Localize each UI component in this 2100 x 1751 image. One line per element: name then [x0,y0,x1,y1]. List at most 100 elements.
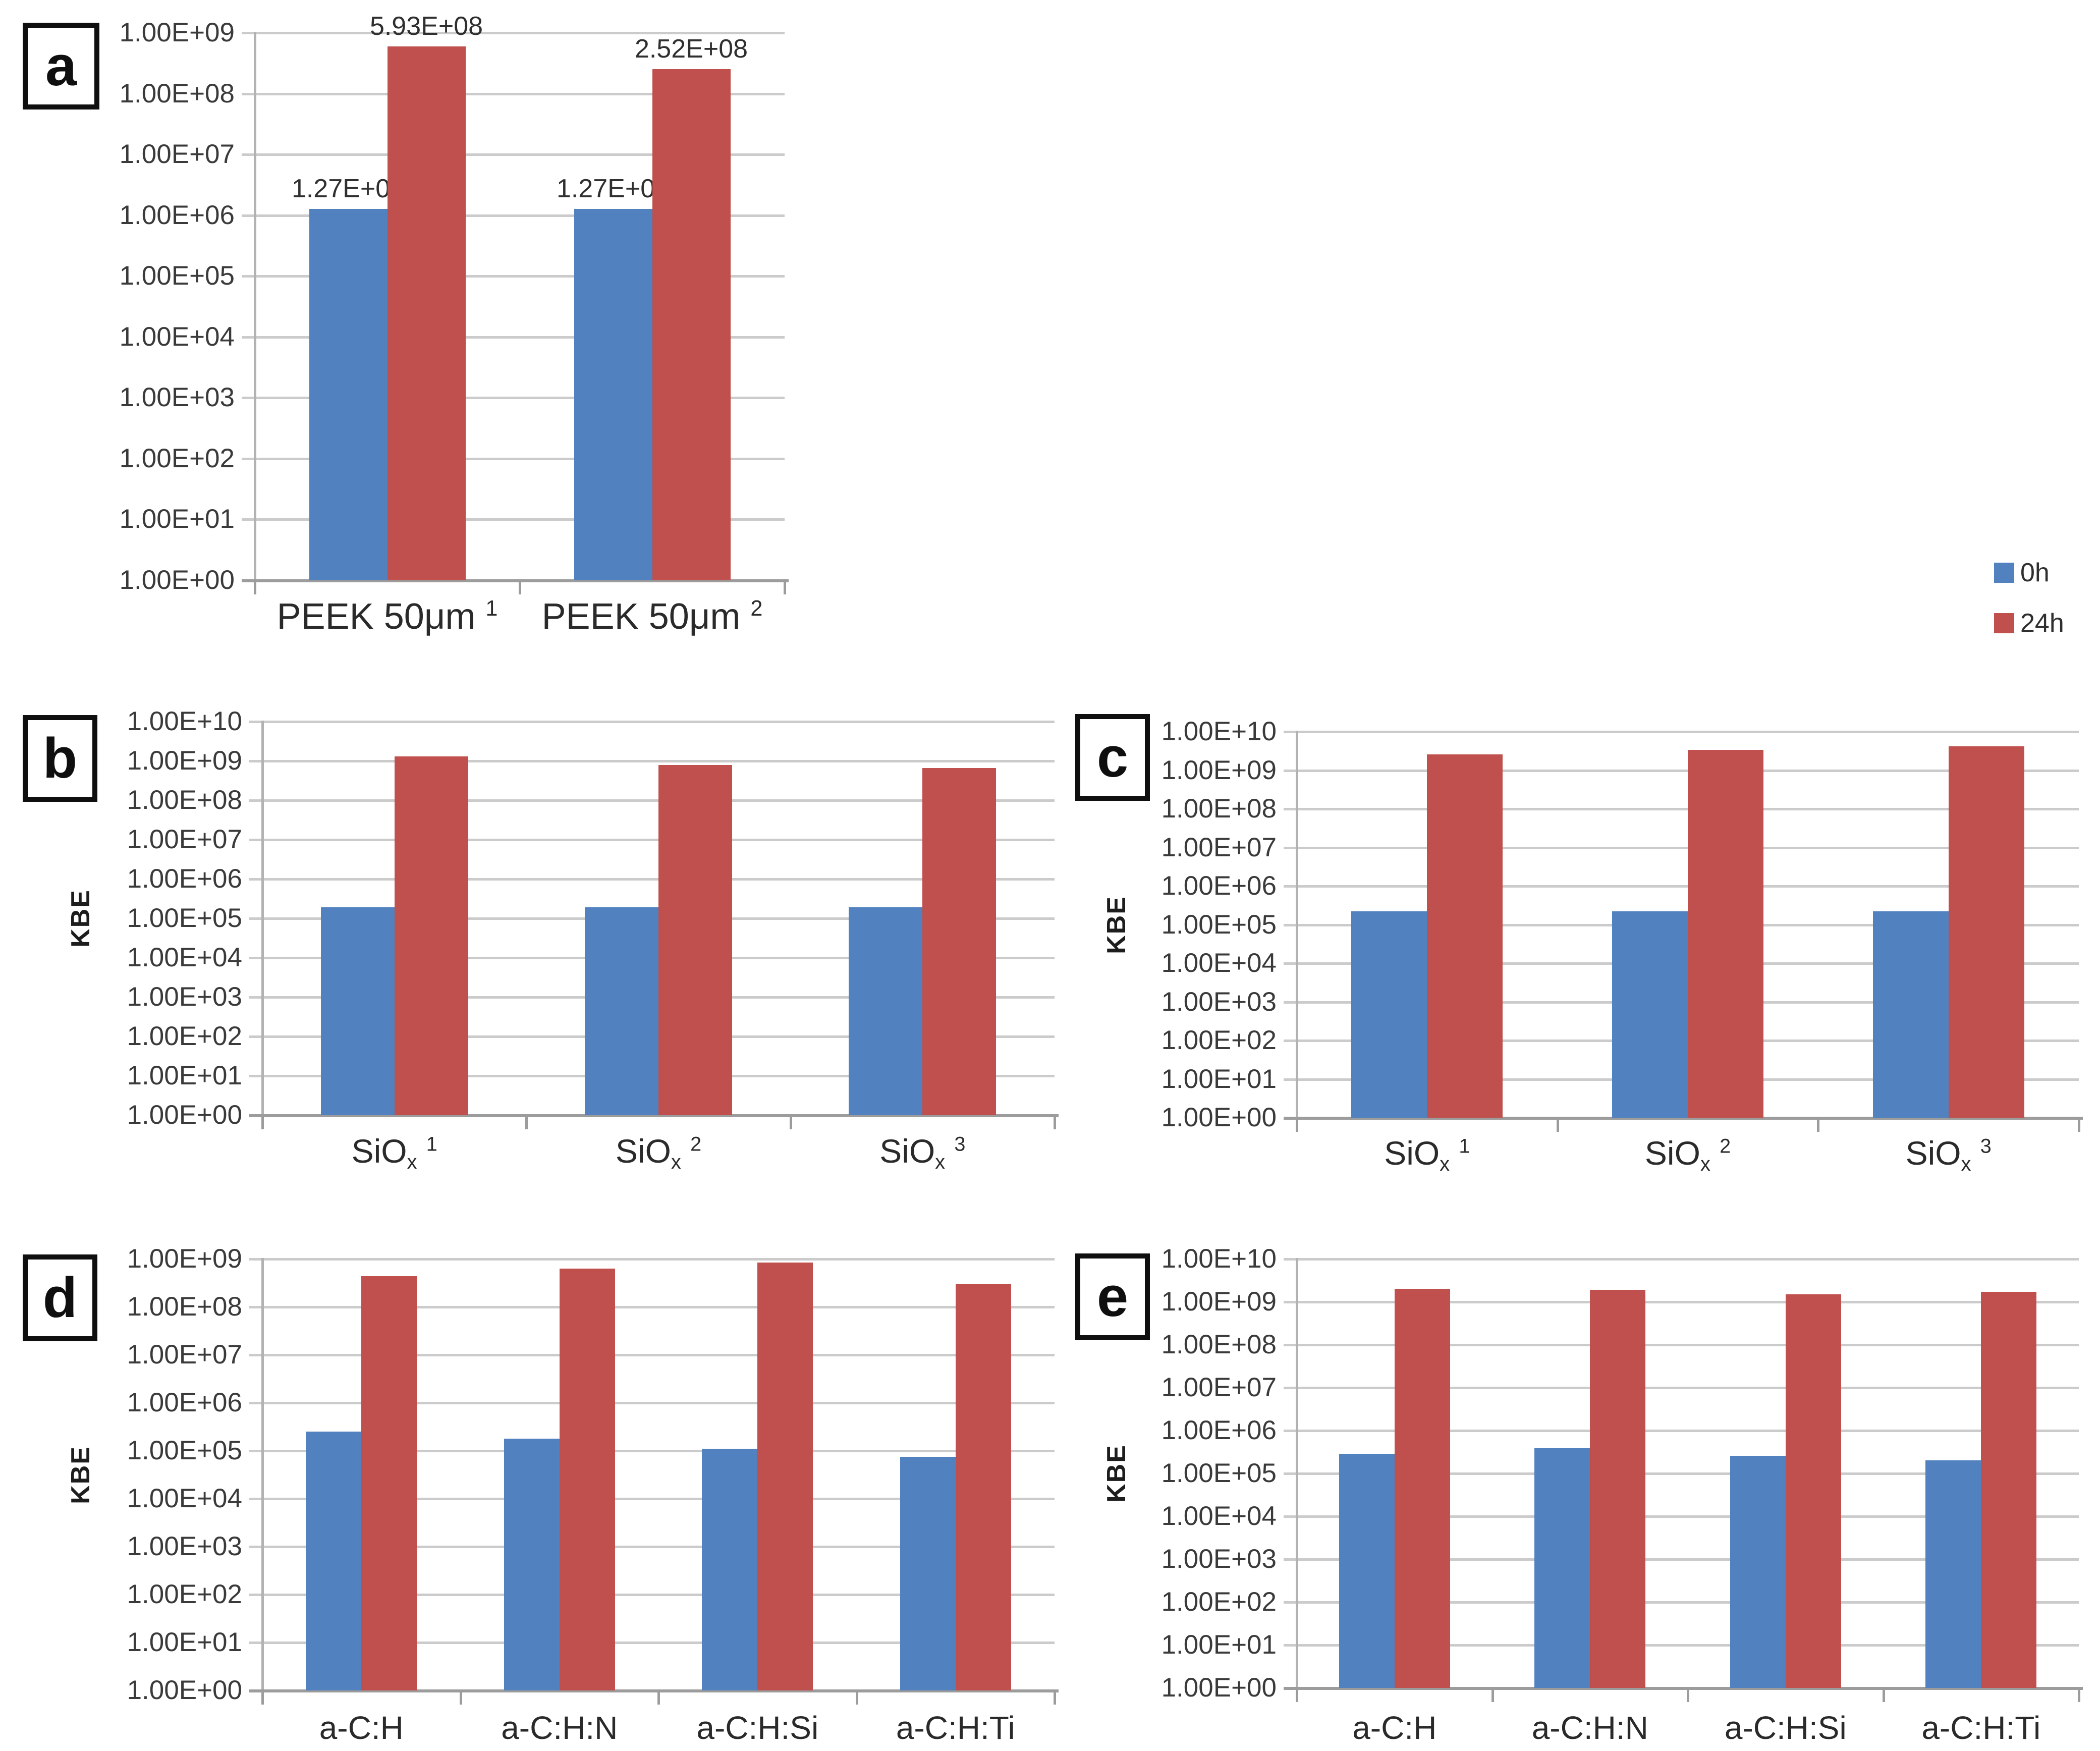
y-gridline [1284,1558,2079,1561]
category-label-segment: 2 [1720,1135,1731,1158]
y-tick-label: 1.00E+09 [119,18,235,47]
legend-label-0h: 0h [2020,558,2050,587]
y-axis [1296,1258,1298,1689]
y-tick-label: 1.00E+03 [119,382,235,413]
category-label-segment [681,1132,690,1170]
category-label-segment: 2 [750,596,763,621]
x-axis-tick [519,581,521,594]
y-tick-label: 1.00E+07 [1161,832,1277,862]
y-tick-label: 1.00E+00 [1161,1103,1277,1132]
x-axis-tick [1054,1691,1056,1705]
bar-24h [652,69,731,580]
category-label-segment: 1 [426,1133,437,1156]
category-label: SiOx 3 [1747,1136,2100,1174]
x-axis-tick [1687,1689,1689,1702]
y-tick-label: 1.00E+03 [1161,987,1277,1017]
category-label: a-C:H:Ti [1779,1712,2100,1744]
category-label-segment: 1 [485,596,498,621]
y-tick-label: 1.00E+03 [1161,1544,1277,1574]
x-axis [249,1689,1059,1692]
y-gridline [242,336,785,339]
bar-0h [504,1438,560,1690]
y-tick-label: 1.00E+09 [1161,1287,1277,1317]
y-tick-label: 1.00E+00 [119,565,235,595]
panel-letter: d [42,1266,78,1329]
y-tick-label: 1.00E+05 [1161,1458,1277,1488]
y-gridline [249,1594,1055,1596]
y-gridline [249,799,1055,802]
bar-24h [1394,1289,1450,1688]
x-axis-tick [261,1116,264,1129]
y-tick-label: 1.00E+02 [127,1021,242,1051]
category-label-segment: SiO [879,1132,935,1170]
y-tick-label: 1.00E+02 [1161,1587,1277,1617]
category-label: PEEK 50μm 2 [451,596,854,635]
y-tick-label: 1.00E+09 [127,1244,242,1274]
bar-0h [1612,911,1688,1118]
x-axis-tick [1491,1689,1494,1702]
panel-letter: b [42,727,78,790]
category-label: a-C:H:N [1388,1712,1792,1744]
ylabel-kbe: KBE [66,889,95,948]
y-gridline [242,397,785,400]
bar-24h [757,1262,813,1690]
y-gridline [249,1258,1055,1261]
category-label: a-C:H [1193,1712,1596,1744]
y-gridline [242,275,785,278]
y-tick-label: 1.00E+05 [1161,909,1277,940]
x-axis [249,1114,1059,1117]
category-label-segment: SiO [1905,1134,1961,1172]
y-tick-label: 1.00E+01 [1161,1064,1277,1094]
bar-24h [1427,754,1503,1118]
y-gridline [249,760,1055,762]
data-label-0h: 1.27E+06 [291,174,405,204]
category-label: a-C:H:N [358,1712,761,1744]
category-label-segment: x [935,1151,946,1173]
y-gridline [1284,769,2079,772]
category-label-segment: x [671,1151,681,1173]
category-label: a-C:H:Si [1584,1712,1987,1744]
y-gridline [249,1354,1055,1356]
bar-0h [1925,1460,1981,1688]
bar-24h [1590,1290,1646,1688]
bar-0h [702,1449,758,1690]
y-gridline [1284,1430,2079,1432]
category-label-segment [417,1132,426,1170]
y-gridline [1284,1601,2079,1604]
category-label: a-C:H:Si [556,1712,959,1744]
bar-0h [1872,911,1949,1118]
bar-0h [574,209,652,580]
category-label: SiOx 2 [1486,1136,1890,1174]
category-label-segment: a-C:H [319,1710,404,1746]
category-label-segment: SiO [351,1132,407,1170]
x-axis-tick [1296,1119,1298,1132]
x-axis-tick [1556,1119,1559,1132]
category-label-segment: a-C:H:N [1531,1710,1648,1746]
bar-24h [955,1284,1011,1690]
category-label: SiOx 2 [457,1134,860,1172]
y-gridline [242,518,785,521]
y-tick-label: 1.00E+01 [1161,1630,1277,1660]
y-tick-label: 1.00E+05 [127,903,242,933]
category-label-segment: x [1440,1153,1450,1175]
y-tick-label: 1.00E+10 [127,706,242,736]
y-tick-label: 1.00E+08 [127,1292,242,1322]
legend-label-24h: 24h [2020,609,2064,638]
data-label-24h: 2.52E+08 [634,34,748,64]
y-tick-label: 1.00E+08 [119,78,235,108]
category-label: SiOx 1 [1225,1136,1629,1174]
y-tick-label: 1.00E+00 [127,1100,242,1130]
x-axis-tick [1054,1116,1056,1129]
data-label-24h: 5.93E+08 [369,12,483,41]
y-gridline [242,214,785,217]
y-gridline [242,153,785,156]
y-gridline [1284,731,2079,733]
category-label-segment: a-C:H:Si [696,1710,819,1746]
category-label-segment: SiO [615,1132,671,1170]
category-label-segment: x [407,1151,417,1173]
x-axis-tick [1882,1689,1885,1702]
bar-24h [1981,1292,2037,1688]
bar-0h [849,907,923,1115]
y-tick-label: 1.00E+01 [119,504,235,534]
bar-0h [585,907,658,1115]
